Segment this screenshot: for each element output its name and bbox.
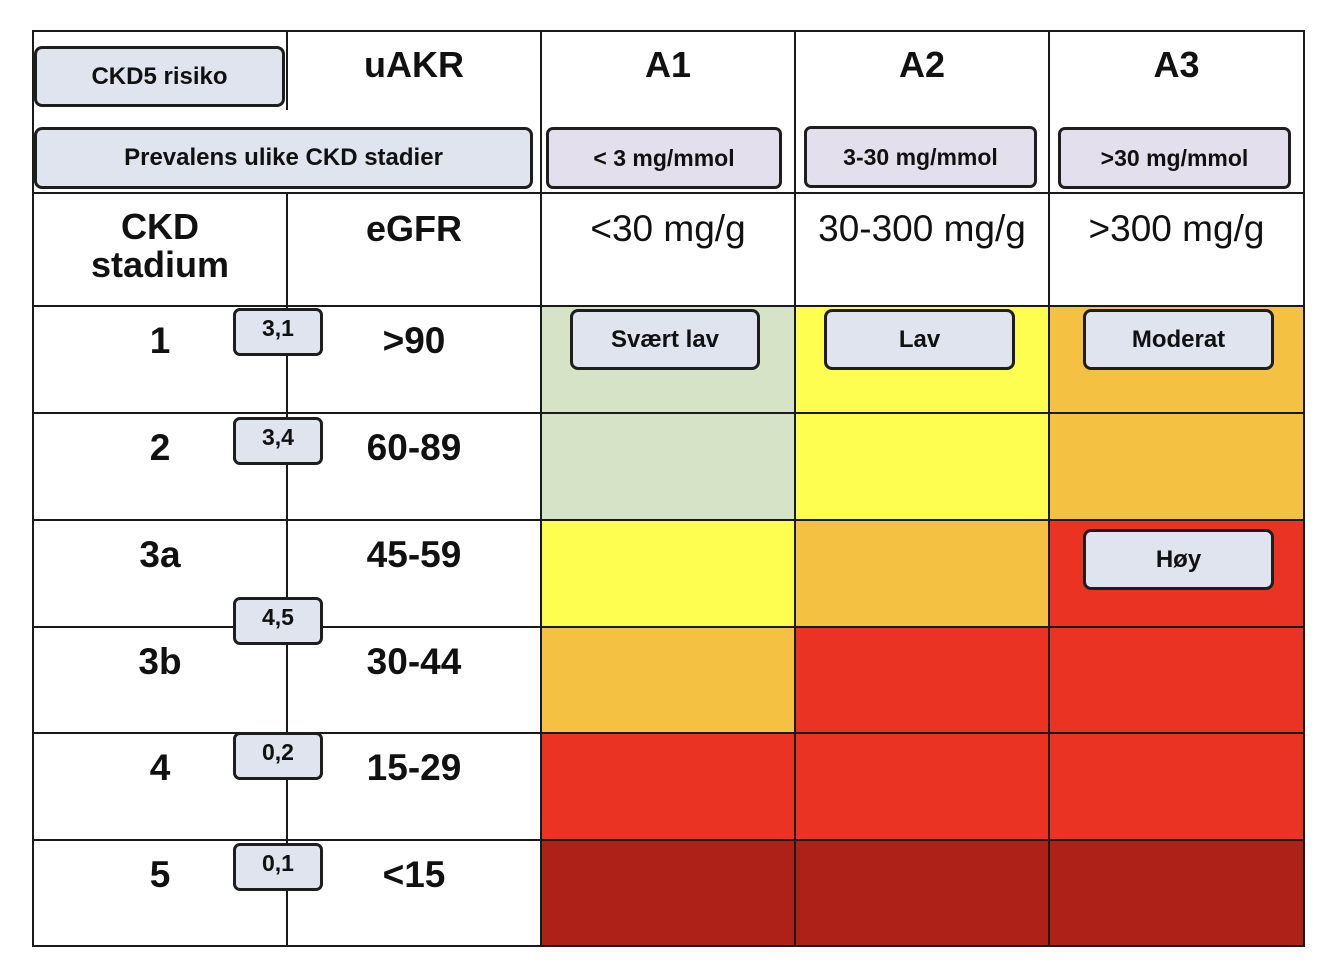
risk-cell-stage-5-a2 — [796, 841, 1048, 945]
egfr-stage-1: >90 — [382, 320, 446, 361]
risk-cell-stage-3b-a2 — [796, 628, 1048, 732]
stage-4: 4 — [149, 747, 171, 788]
ckd5-risk-label: CKD5 risiko — [34, 46, 285, 107]
egfr-stage-2: 60-89 — [366, 427, 462, 468]
risk-cell-stage-2-a2 — [796, 414, 1048, 519]
risk-cell-stage-3b-a3 — [1050, 628, 1303, 732]
grid-line-col-1-top — [286, 30, 288, 110]
risk-label-low: Lav — [824, 309, 1015, 370]
grid-line-col-4 — [1048, 30, 1050, 947]
risk-cell-stage-4-a2 — [796, 734, 1048, 839]
category-a3: A3 — [1153, 44, 1200, 85]
grid-line-row-3 — [32, 412, 1305, 414]
risk-label-moderate: Moderat — [1083, 309, 1274, 370]
grid-line-row-1 — [32, 192, 1305, 194]
category-a2: A2 — [898, 44, 946, 85]
stage-3b: 3b — [138, 641, 182, 682]
uakr-label: uAKR — [364, 44, 464, 85]
risk-cell-stage-5-a1 — [542, 841, 794, 945]
risk-cell-stage-4-a3 — [1050, 734, 1303, 839]
ckd-stage-label: CKD stadium — [90, 206, 230, 285]
risk-cell-stage-2-a1 — [542, 414, 794, 519]
a2-mg-g-range: 30-300 mg/g — [818, 208, 1026, 249]
egfr-stage-3a: 45-59 — [366, 534, 462, 575]
risk-cell-stage-4-a1 — [542, 734, 794, 839]
prevalence-stage-4: 0,2 — [233, 732, 323, 780]
grid-line-row-5 — [32, 626, 1305, 628]
risk-cell-stage-5-a3 — [1050, 841, 1303, 945]
prevalence-stage-3: 4,5 — [233, 597, 323, 645]
prevalence-label: Prevalens ulike CKD stadier — [34, 127, 533, 189]
grid-line-row-2 — [32, 305, 1305, 307]
prevalence-stage-2: 3,4 — [233, 417, 323, 465]
risk-cell-stage-2-a3 — [1050, 414, 1303, 519]
a1-mmol-range: < 3 mg/mmol — [546, 127, 782, 189]
grid-line-row-7 — [32, 839, 1305, 841]
grid-line-row-6 — [32, 732, 1305, 734]
a3-mmol-range: >30 mg/mmol — [1058, 127, 1291, 189]
a2-mmol-range: 3-30 mg/mmol — [804, 126, 1037, 188]
egfr-stage-5: <15 — [382, 854, 446, 895]
risk-cell-stage-3b-a1 — [542, 628, 794, 732]
grid-line-col-3 — [794, 30, 796, 947]
stage-3a: 3a — [139, 534, 181, 575]
risk-cell-stage-3a-a1 — [542, 521, 794, 626]
stage-1: 1 — [149, 320, 171, 361]
grid-line-col-1 — [286, 192, 288, 947]
grid-line-top — [32, 30, 1305, 32]
risk-label-high: Høy — [1083, 529, 1274, 590]
stage-5: 5 — [149, 854, 171, 895]
egfr-label: eGFR — [365, 208, 462, 249]
egfr-stage-4: 15-29 — [366, 747, 462, 788]
prevalence-stage-5: 0,1 — [233, 843, 323, 891]
a3-mg-g-range: >300 mg/g — [1088, 208, 1265, 249]
grid-line-left — [32, 30, 34, 947]
risk-cell-stage-3a-a2 — [796, 521, 1048, 626]
grid-line-bottom — [32, 945, 1305, 947]
grid-line-right — [1303, 30, 1305, 947]
risk-label-very-low: Svært lav — [570, 309, 760, 370]
category-a1: A1 — [644, 44, 692, 85]
stage-2: 2 — [149, 427, 171, 468]
grid-line-row-4 — [32, 519, 1305, 521]
a1-mg-g-range: <30 mg/g — [590, 208, 746, 249]
egfr-stage-3b: 30-44 — [366, 641, 462, 682]
prevalence-stage-1: 3,1 — [233, 308, 323, 356]
grid-line-col-2 — [540, 30, 542, 947]
